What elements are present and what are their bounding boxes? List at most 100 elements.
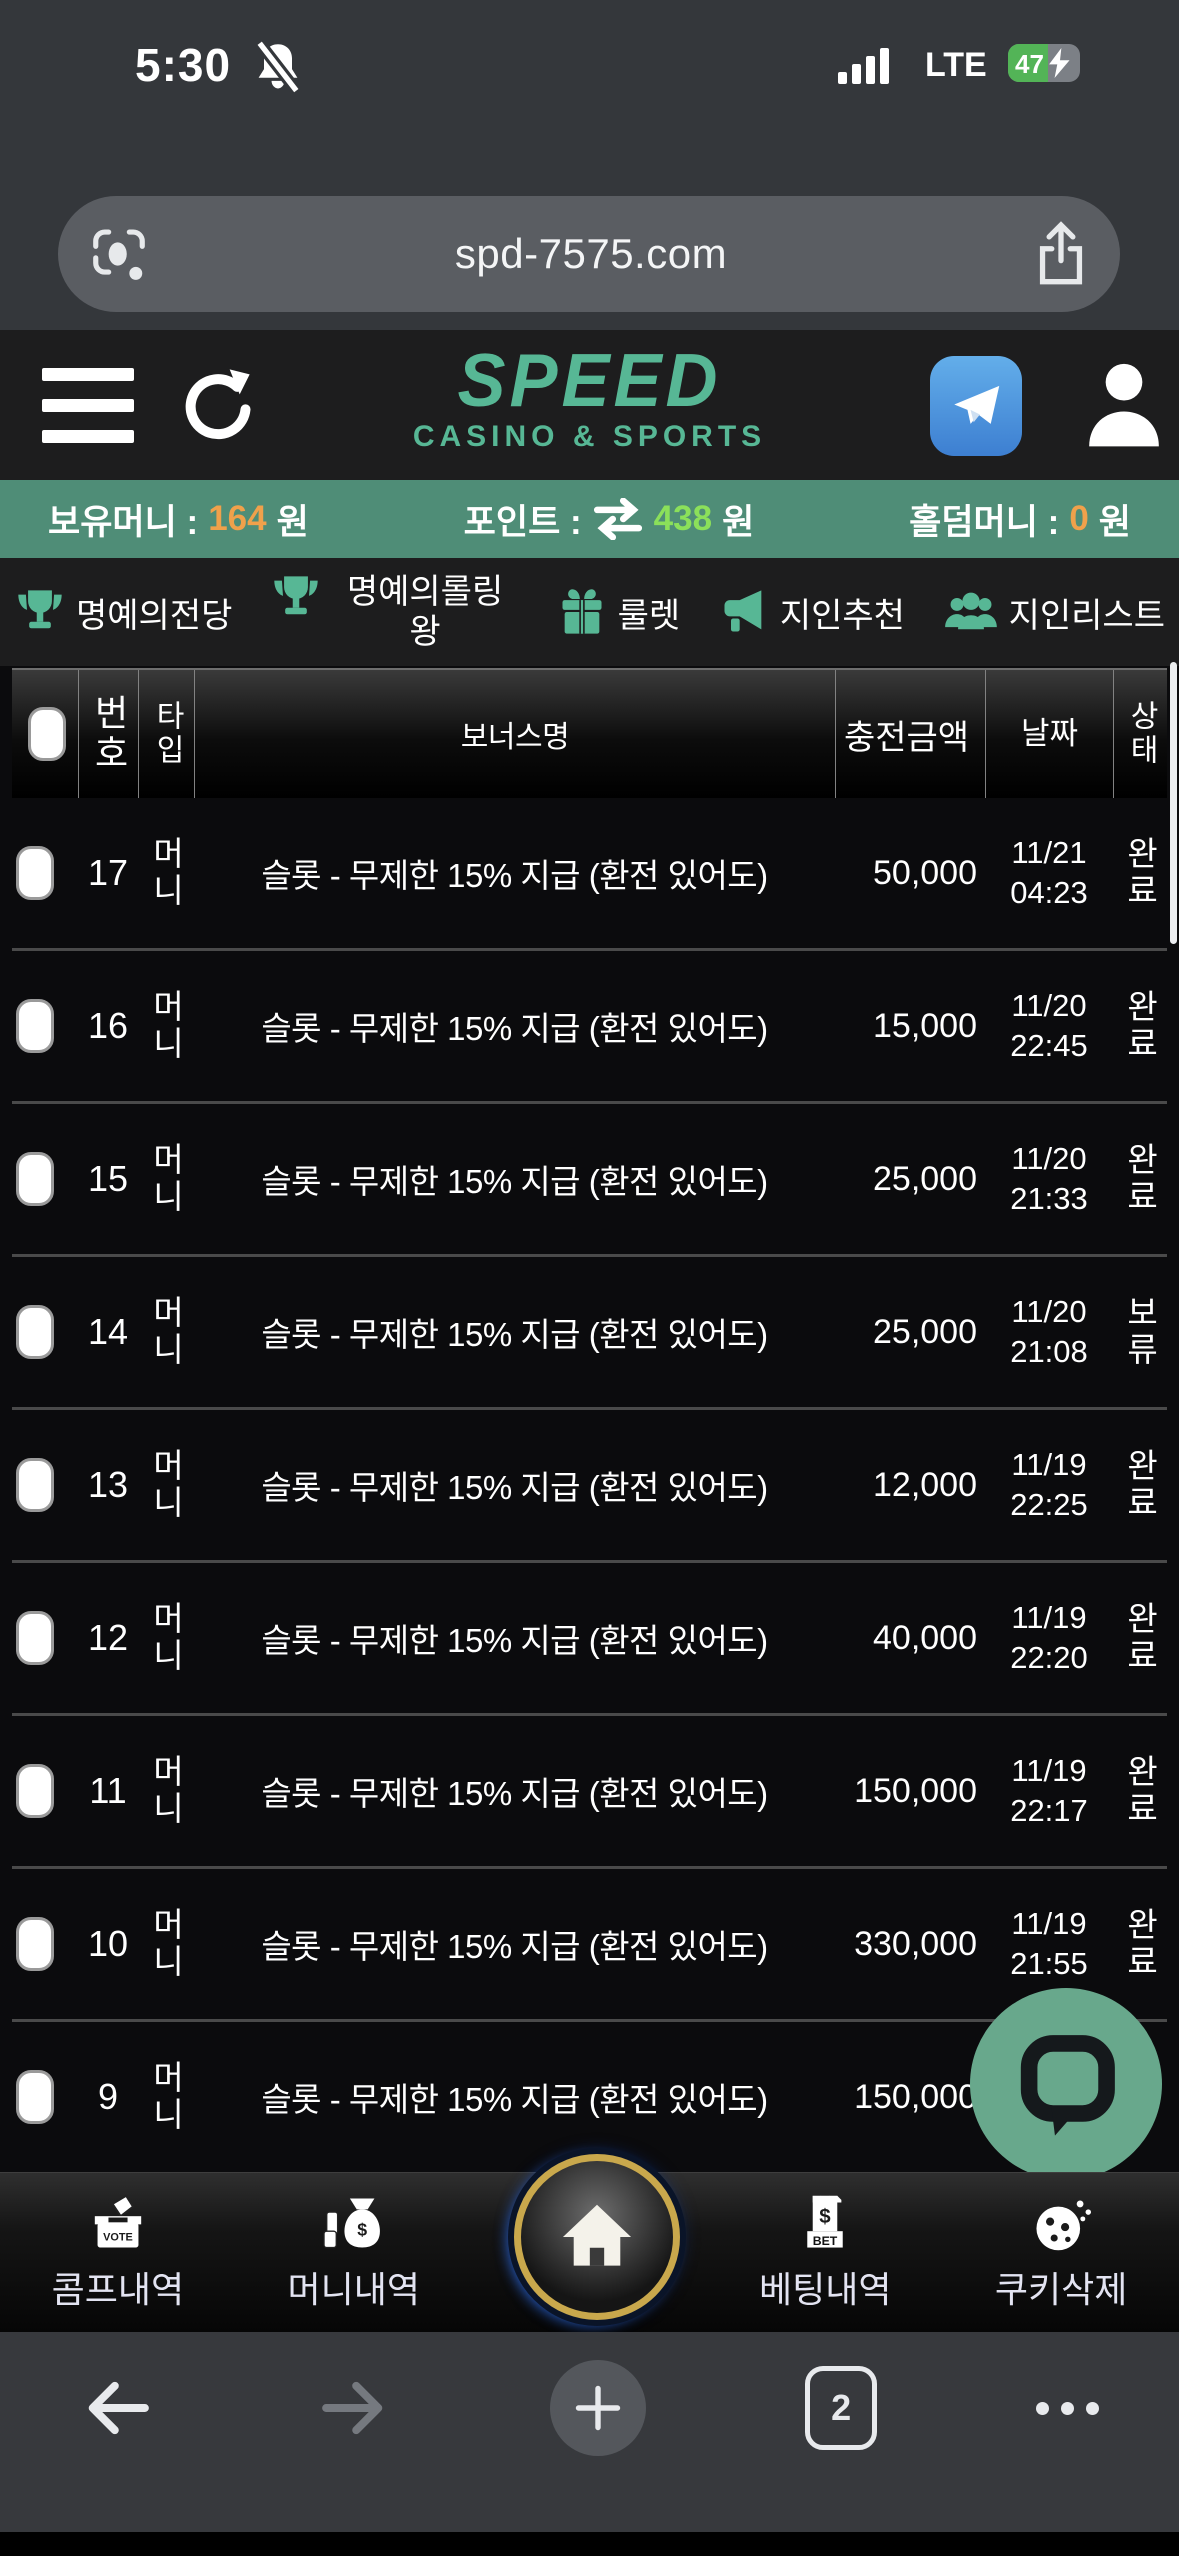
row-amount: 25,000 (873, 1159, 977, 1198)
menu-item-referral[interactable]: 지인추천 (718, 586, 905, 638)
row-type: 머니 (147, 989, 185, 1063)
header-date: 날짜 (985, 670, 1113, 798)
header-amount: 충전금액 (835, 670, 985, 798)
menu-item-roulette[interactable]: 룰렛 (556, 586, 680, 638)
row-status: 완료 (1121, 836, 1159, 910)
currency-label: 원 (276, 502, 309, 542)
row-date-line2: 22:17 (1010, 1793, 1088, 1828)
row-checkbox[interactable] (16, 1458, 54, 1512)
row-amount: 15,000 (873, 1006, 977, 1045)
held-money: 보유머니 : 164 원 (48, 494, 309, 545)
row-checkbox[interactable] (16, 846, 54, 900)
nav-label: 머니내역 (287, 2269, 420, 2310)
nav-item-comp-history[interactable]: VOTE 콤프내역 (0, 2193, 236, 2313)
row-status: 보류 (1121, 1295, 1159, 1369)
row-checkbox[interactable] (16, 1764, 54, 1818)
menu-item-referral-list[interactable]: 지인리스트 (943, 586, 1165, 638)
megaphone-icon (718, 586, 770, 638)
row-number: 9 (97, 2076, 119, 2117)
forward-icon[interactable] (315, 2370, 391, 2446)
page-scrollbar[interactable] (1170, 662, 1177, 944)
address-bar[interactable]: spd-7575.com (58, 196, 1120, 312)
home-indicator-area (0, 2532, 1179, 2556)
refresh-icon[interactable] (178, 366, 258, 446)
quick-menu: 명예의전당 명예의롤링왕 (0, 558, 1179, 666)
profile-icon[interactable] (1080, 358, 1168, 454)
row-bonus-name: 슬롯 - 무제한 15% 지급 (환전 있어도) (261, 857, 768, 894)
more-menu-icon[interactable] (1036, 2401, 1100, 2415)
lens-icon[interactable] (88, 223, 150, 285)
holdem-money-label: 홀덤머니 : (909, 502, 1060, 542)
table-row: 10 머니 슬롯 - 무제한 15% 지급 (환전 있어도) 330,000 1… (12, 1869, 1167, 2022)
home-icon (554, 2194, 640, 2280)
back-icon[interactable] (80, 2370, 156, 2446)
gift-icon (556, 586, 608, 638)
balance-bar: 보유머니 : 164 원 포인트 : 438 원 홀덤머니 : 0 원 (0, 480, 1179, 558)
select-all-checkbox[interactable] (28, 707, 66, 761)
row-status: 완료 (1121, 1754, 1159, 1828)
holdem-money-value: 0 (1069, 499, 1089, 538)
telegram-icon[interactable] (930, 356, 1022, 456)
table-row: 16 머니 슬롯 - 무제한 15% 지급 (환전 있어도) 15,000 11… (12, 951, 1167, 1104)
holdem-money: 홀덤머니 : 0 원 (909, 494, 1131, 545)
chat-button[interactable] (970, 1988, 1162, 2180)
row-bonus-name: 슬롯 - 무제한 15% 지급 (환전 있어도) (261, 1316, 768, 1353)
row-bonus-name: 슬롯 - 무제한 15% 지급 (환전 있어도) (261, 1010, 768, 1047)
table-row: 17 머니 슬롯 - 무제한 15% 지급 (환전 있어도) 50,000 11… (12, 798, 1167, 951)
row-number: 15 (87, 1158, 129, 1199)
table-row: 11 머니 슬롯 - 무제한 15% 지급 (환전 있어도) 150,000 1… (12, 1716, 1167, 1869)
row-date-line1: 11/19 (1011, 1447, 1087, 1482)
table-row: 12 머니 슬롯 - 무제한 15% 지급 (환전 있어도) 40,000 11… (12, 1563, 1167, 1716)
trophy-icon (14, 586, 66, 638)
nav-item-delete-cookies[interactable]: 쿠키삭제 (943, 2193, 1179, 2313)
menu-item-label: 명예의롤링왕 (346, 573, 504, 651)
row-type: 머니 (147, 1448, 185, 1522)
trophy-icon (270, 572, 322, 624)
row-bonus-name: 슬롯 - 무제한 15% 지급 (환전 있어도) (261, 1775, 768, 1812)
table-row: 13 머니 슬롯 - 무제한 15% 지급 (환전 있어도) 12,000 11… (12, 1410, 1167, 1563)
exchange-arrows-icon[interactable] (592, 498, 644, 540)
tab-switcher[interactable]: 2 (805, 2366, 878, 2450)
row-status: 완료 (1121, 1601, 1159, 1675)
row-checkbox[interactable] (16, 1152, 54, 1206)
home-button[interactable] (514, 2154, 680, 2320)
row-date: 11/20 22:45 (985, 986, 1113, 1066)
nav-label: 콤프내역 (51, 2269, 185, 2310)
row-status: 완료 (1121, 1142, 1159, 1216)
row-checkbox[interactable] (16, 1917, 54, 1971)
row-date-line1: 11/21 (1011, 835, 1087, 870)
menu-icon[interactable] (42, 368, 134, 443)
points: 포인트 : 438 원 (464, 494, 754, 545)
share-icon[interactable] (1032, 221, 1090, 287)
row-amount: 25,000 (873, 1312, 977, 1351)
row-checkbox[interactable] (16, 1611, 54, 1665)
new-tab-icon[interactable] (549, 2360, 646, 2456)
row-date: 11/19 21:55 (985, 1904, 1113, 1984)
nav-item-money-history[interactable]: $ 머니내역 (236, 2193, 472, 2313)
status-bar: 5:30 LTE 47 (0, 30, 1179, 106)
url-text[interactable]: spd-7575.com (454, 230, 728, 277)
row-status: 완료 (1121, 989, 1159, 1063)
row-type: 머니 (147, 2060, 185, 2134)
row-checkbox[interactable] (16, 1305, 54, 1359)
row-number: 14 (87, 1311, 129, 1352)
menu-item-label: 지인리스트 (1008, 596, 1165, 635)
row-bonus-name: 슬롯 - 무제한 15% 지급 (환전 있어도) (261, 1622, 768, 1659)
row-checkbox[interactable] (16, 2070, 54, 2124)
menu-item-hall-of-fame[interactable]: 명예의전당 (14, 586, 232, 638)
menu-item-rolling-king[interactable]: 명예의롤링왕 (270, 572, 518, 652)
row-date: 11/20 21:08 (985, 1292, 1113, 1372)
row-checkbox[interactable] (16, 999, 54, 1053)
signal-bars-icon (838, 48, 889, 84)
bet-receipt-icon: $ BET (792, 2193, 858, 2253)
nav-item-betting-history[interactable]: $ BET 베팅내역 (707, 2193, 943, 2313)
row-date-line2: 21:55 (1010, 1946, 1088, 1981)
row-type: 머니 (147, 1601, 185, 1675)
row-date-line2: 04:23 (1010, 875, 1088, 910)
table-header-row: 번호 타입 보너스명 충전금액 날짜 상태 (12, 668, 1167, 798)
svg-text:VOTE: VOTE (103, 2232, 133, 2244)
row-date-line1: 11/19 (1011, 1600, 1087, 1635)
held-money-label: 보유머니 : (48, 502, 199, 542)
ballot-icon: VOTE (85, 2193, 151, 2253)
